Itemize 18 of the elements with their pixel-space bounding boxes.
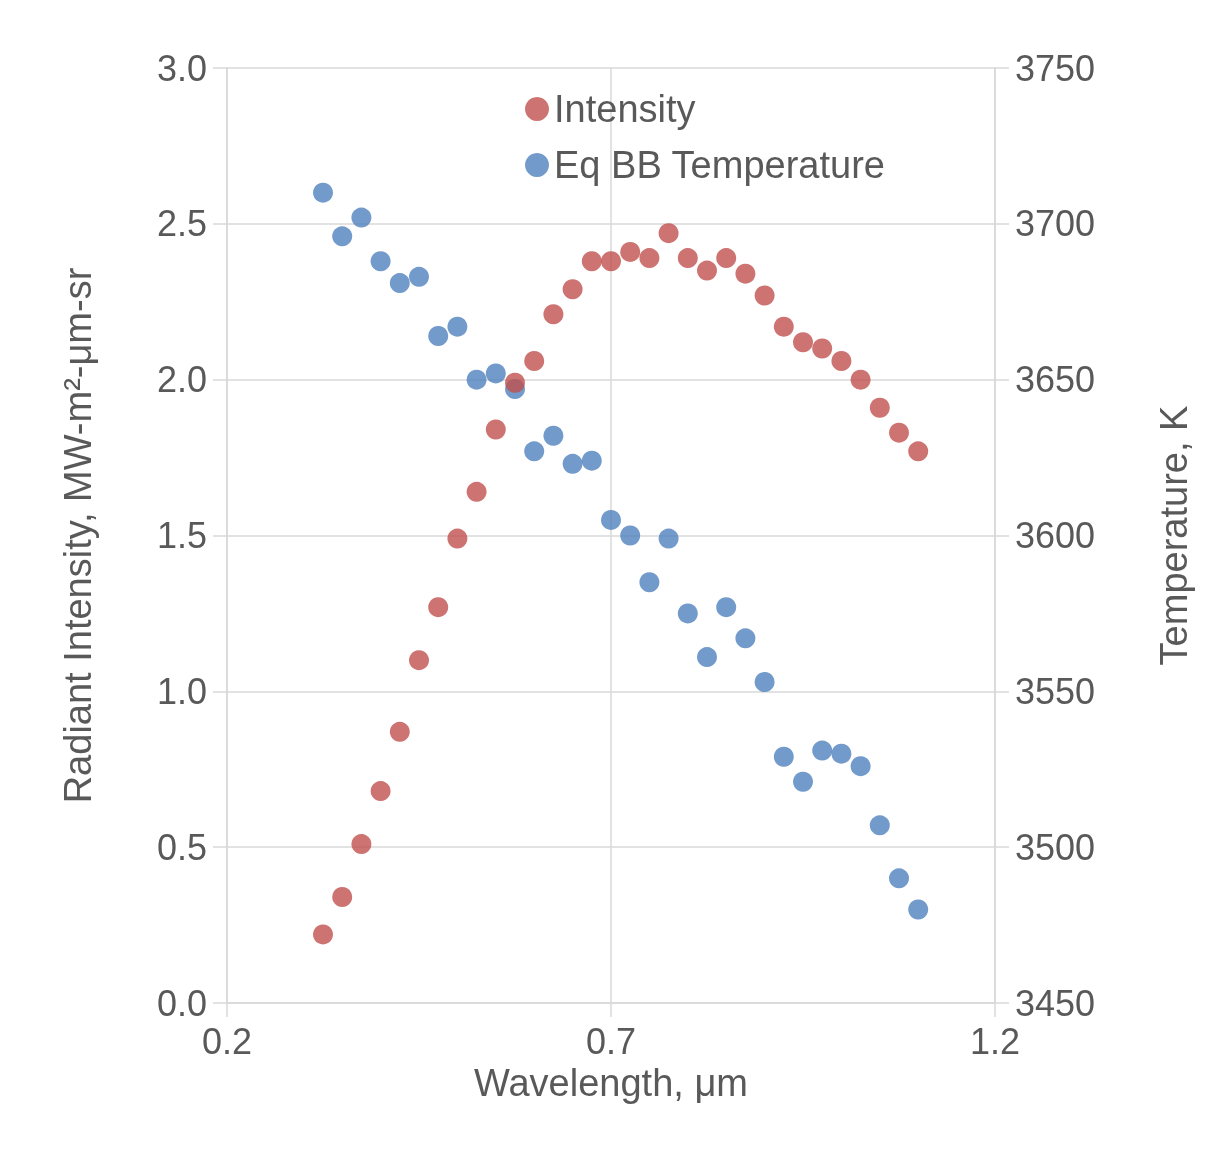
y-tick-label: 2.5 [156, 203, 207, 245]
x-axis-title: Wavelength, μm [474, 1061, 748, 1104]
y-axis-title: Radiant Intensity, MW-m²-μm-sr [57, 267, 99, 804]
y2-axis-title: Temperature, K [1153, 405, 1195, 666]
y2-tick-label: 3650 [1015, 359, 1096, 401]
x-tick-label: 0.7 [585, 1020, 637, 1062]
y2-tick-label: 3700 [1015, 203, 1096, 245]
y-tick-label: 1.5 [156, 515, 207, 556]
y2-tick-label: 3550 [1015, 670, 1096, 712]
y-tick-label: 2.0 [156, 359, 207, 401]
y-tick-label: 3.0 [156, 47, 207, 89]
legend-label: Intensity [554, 88, 696, 130]
y2-tick-label: 3750 [1015, 47, 1096, 89]
y-tick-label: 0.5 [156, 826, 207, 868]
y2-tick-label: 3600 [1015, 515, 1096, 556]
y-tick-label: 1.0 [156, 670, 207, 712]
y2-tick-label: 3500 [1015, 826, 1096, 868]
legend-label: Eq BB Temperature [554, 144, 885, 186]
